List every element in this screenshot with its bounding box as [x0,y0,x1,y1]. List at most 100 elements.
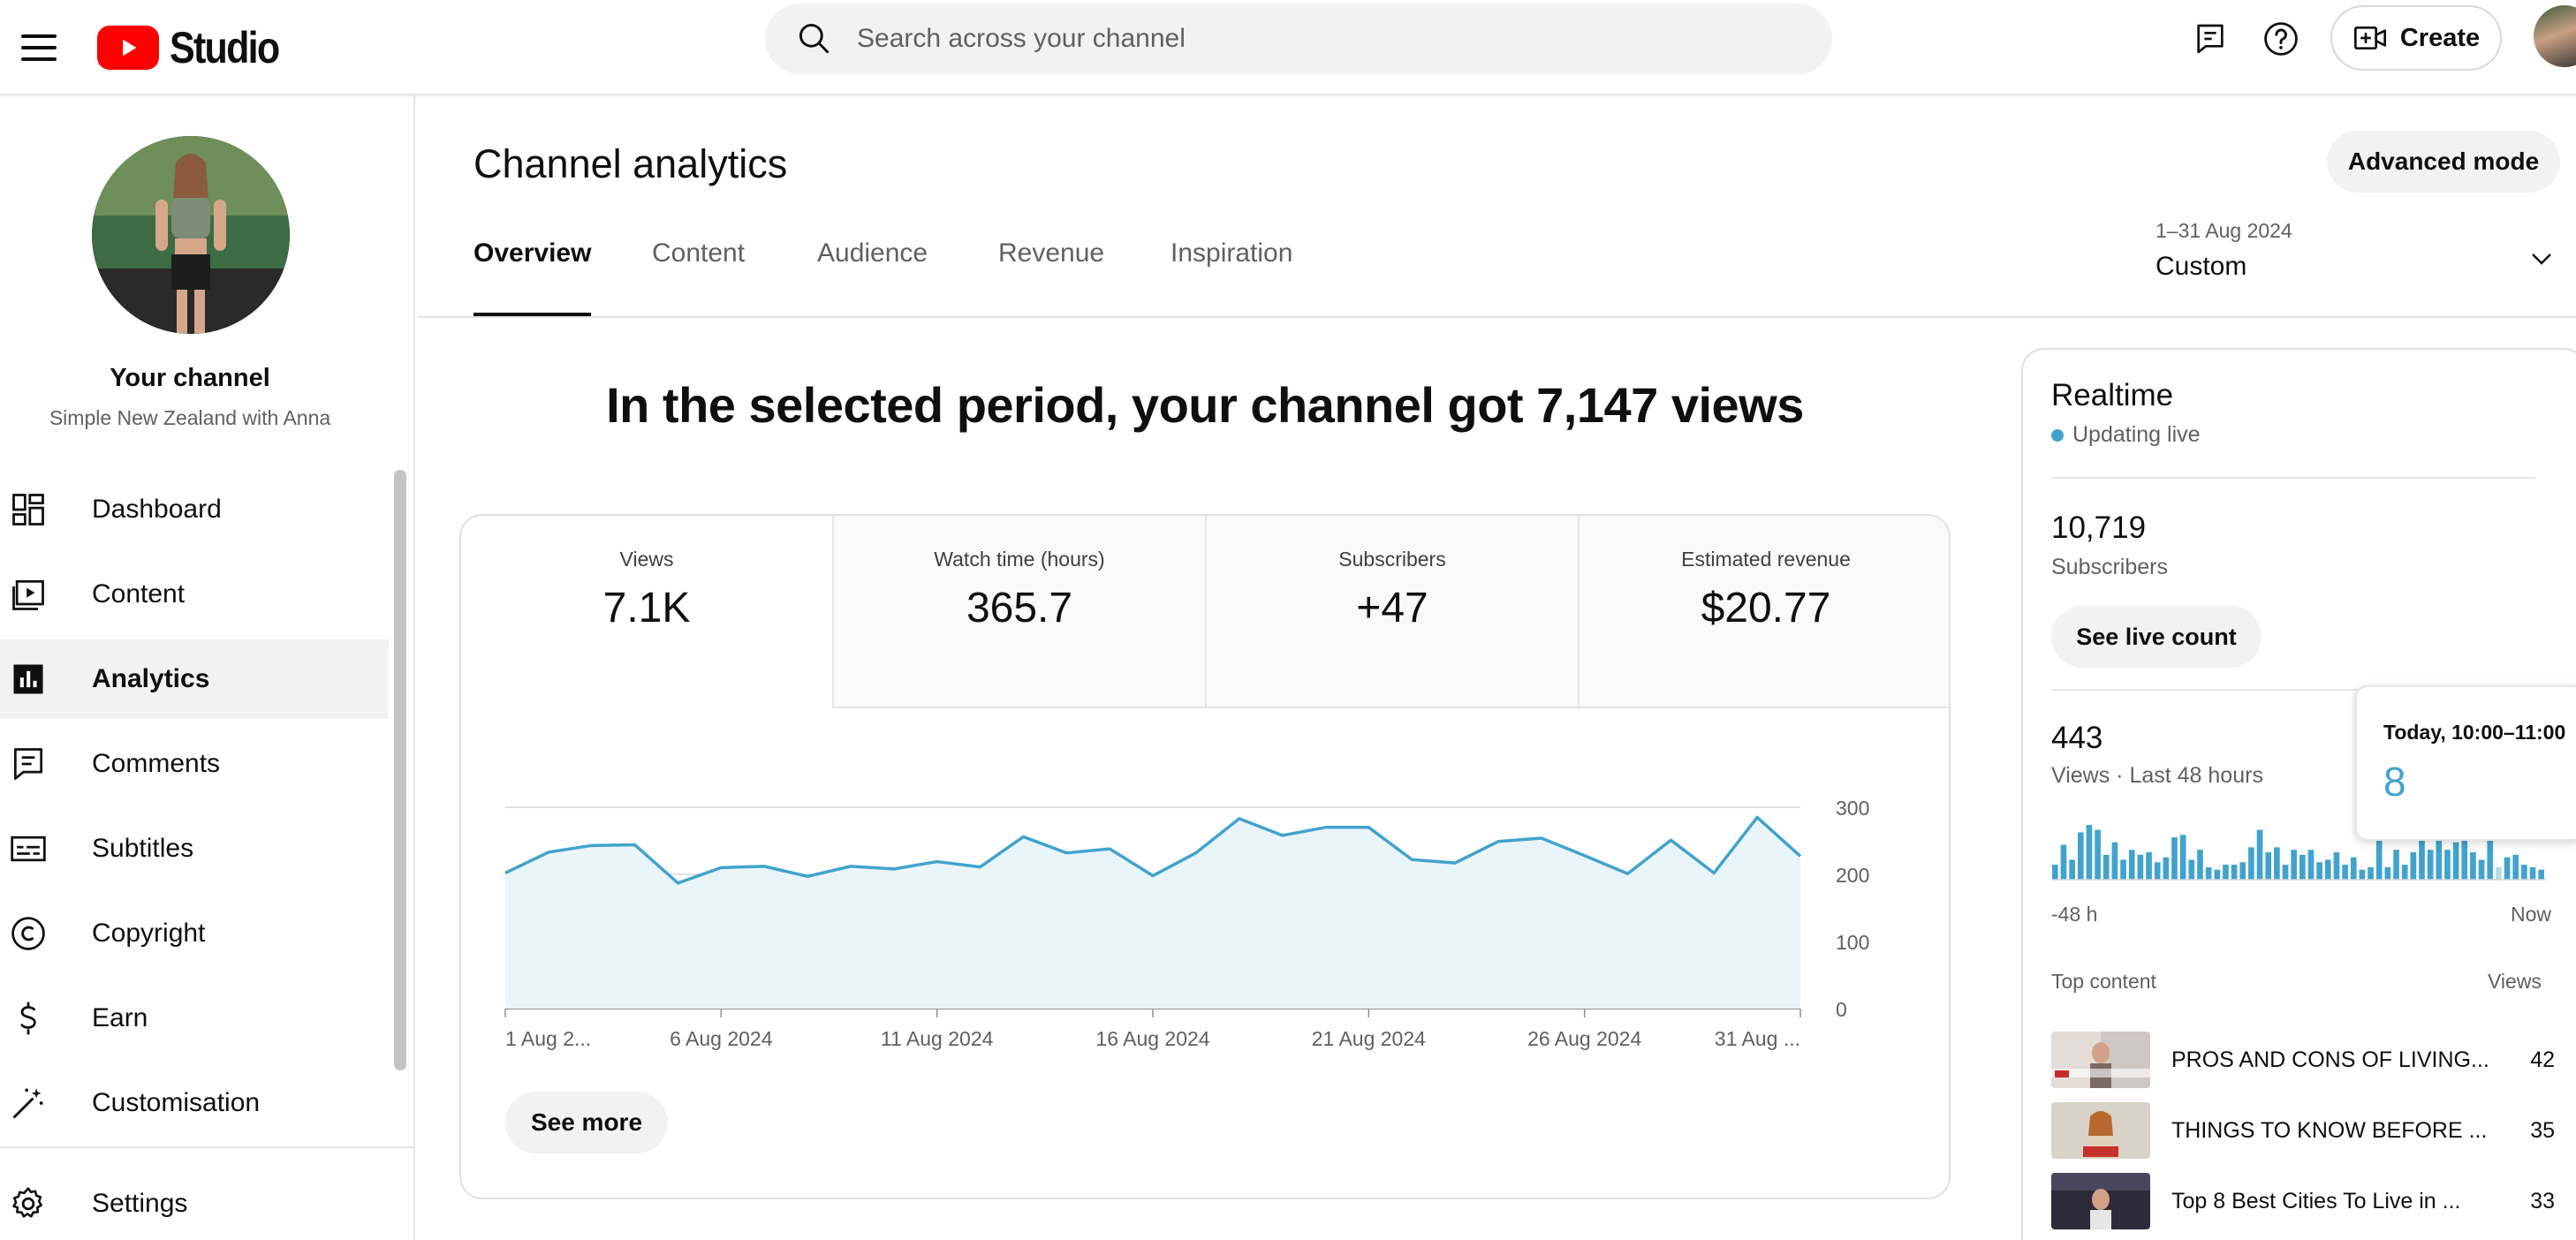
y-tick-label: 100 [1836,931,1869,954]
sidebar-item-subtitles[interactable]: Subtitles [0,809,389,888]
realtime-bar[interactable] [2401,865,2408,880]
help-icon[interactable] [2260,18,2302,60]
realtime-bar[interactable] [2223,865,2229,880]
realtime-bar[interactable] [2265,852,2272,880]
menu-icon[interactable] [14,23,64,72]
realtime-bar[interactable] [2205,866,2212,880]
views-chart[interactable]: 0 100 200 300 1 Aug 2... 6 Aug 2024 11 Aug 202… [461,708,1951,1079]
realtime-bar[interactable] [2316,862,2322,880]
realtime-bar[interactable] [2274,847,2280,880]
sidebar-item-settings[interactable]: Settings [0,1164,389,1240]
realtime-bar[interactable] [2375,829,2383,880]
realtime-bar[interactable] [2521,865,2527,880]
realtime-bar[interactable] [2256,829,2263,880]
realtime-bar[interactable] [2060,844,2067,880]
realtime-bar[interactable] [2512,854,2519,880]
sidebar-item-comments[interactable]: Comments [0,724,389,804]
sidebar-item-analytics[interactable]: Analytics [0,639,389,719]
realtime-bar[interactable] [2163,857,2170,880]
realtime-bar[interactable] [2393,850,2399,880]
realtime-bar[interactable] [2239,862,2246,880]
realtime-bar[interactable] [2146,852,2152,880]
realtime-bar[interactable] [2461,835,2468,880]
realtime-bar[interactable] [2154,862,2161,880]
realtime-bar[interactable] [2307,850,2315,880]
realtime-bar[interactable] [2478,859,2485,880]
realtime-bar[interactable] [2342,865,2348,880]
realtime-bar[interactable] [2504,857,2511,880]
realtime-bar[interactable] [2086,825,2093,880]
realtime-bar[interactable] [2128,850,2135,880]
realtime-bar[interactable] [2102,854,2110,880]
realtime-bar[interactable] [2368,866,2374,880]
tab-content[interactable]: Content [652,238,746,268]
search-bar[interactable] [765,4,1832,74]
sidebar-item-content[interactable]: Content [0,555,389,634]
realtime-bar[interactable] [2188,859,2195,880]
account-avatar[interactable] [2534,5,2576,67]
realtime-bar[interactable] [2179,835,2186,880]
realtime-bar[interactable] [2538,869,2544,880]
realtime-bar[interactable] [2470,852,2476,880]
realtime-bar[interactable] [2111,842,2118,880]
realtime-bar[interactable] [2487,839,2494,880]
search-icon[interactable] [795,19,834,58]
realtime-bar[interactable] [2231,865,2238,880]
channel-avatar[interactable] [92,136,290,334]
realtime-bar[interactable] [2496,866,2502,880]
x-tick-label: 11 Aug 2024 [881,1027,994,1050]
date-range-picker[interactable]: 1–31 Aug 2024 Custom [2156,219,2571,290]
realtime-bar[interactable] [2077,832,2084,880]
sidebar-item-dashboard[interactable]: Dashboard [0,470,389,549]
realtime-bar[interactable] [2214,869,2221,880]
realtime-bar[interactable] [2171,837,2178,880]
sidebar-item-customisation[interactable]: Customisation [0,1063,389,1143]
top-content-row[interactable]: THINGS TO KNOW BEFORE ... 35 [2051,1102,2555,1164]
realtime-bar[interactable] [2248,847,2254,880]
create-button[interactable]: Create [2330,5,2502,71]
realtime-bar[interactable] [2419,839,2425,880]
realtime-bar[interactable] [2350,857,2357,880]
top-content-row[interactable]: Top 8 Best Cities To Live in ... 33 [2051,1173,2555,1235]
search-input[interactable] [857,24,1740,54]
tab-overview[interactable]: Overview [474,238,592,318]
tab-inspiration[interactable]: Inspiration [1171,238,1293,268]
realtime-bar[interactable] [2436,839,2443,880]
tab-revenue[interactable]: Revenue [998,238,1105,268]
studio-logo[interactable]: Studio [97,12,297,83]
see-live-count-button[interactable]: See live count [2051,606,2262,668]
realtime-bar[interactable] [2120,859,2126,880]
realtime-bar[interactable] [2095,829,2101,880]
realtime-bar[interactable] [2427,850,2434,880]
realtime-bar[interactable] [2529,866,2536,880]
feedback-icon[interactable] [2189,18,2231,60]
realtime-bar[interactable] [2282,865,2289,880]
metric-tab-views[interactable]: Views 7.1K [461,516,834,708]
metric-tab-watch-time[interactable]: Watch time (hours) 365.7 [834,516,1207,708]
realtime-bar[interactable] [2052,865,2058,880]
realtime-bar[interactable] [2384,866,2391,880]
realtime-divider [2051,689,2535,691]
realtime-bar[interactable] [2444,850,2451,880]
realtime-bar[interactable] [2069,859,2075,880]
sidebar-item-earn[interactable]: Earn [0,979,389,1058]
realtime-bar[interactable] [2410,852,2417,880]
tab-audience[interactable]: Audience [817,238,928,268]
realtime-bar[interactable] [2333,852,2340,880]
realtime-bar[interactable] [2359,869,2366,880]
advanced-mode-button[interactable]: Advanced mode [2327,131,2560,193]
metric-tab-estimated-revenue[interactable]: Estimated revenue $20.77 [1580,516,1949,708]
realtime-bar[interactable] [2324,859,2331,880]
realtime-bar[interactable] [2137,854,2144,880]
top-content-row[interactable]: PROS AND CONS OF LIVING... 42 [2051,1032,2555,1093]
sidebar-scrollbar[interactable] [394,470,406,1070]
sidebar-divider [0,1146,415,1148]
realtime-bar[interactable] [2197,850,2203,880]
metric-tab-subscribers[interactable]: Subscribers +47 [1207,516,1580,708]
realtime-bar[interactable] [2299,854,2306,880]
realtime-bar-chart[interactable] [2051,818,2546,883]
sidebar-item-copyright[interactable]: Copyright [0,894,389,973]
realtime-bar[interactable] [2452,842,2459,880]
see-more-button[interactable]: See more [505,1092,668,1153]
realtime-bar[interactable] [2291,850,2297,880]
